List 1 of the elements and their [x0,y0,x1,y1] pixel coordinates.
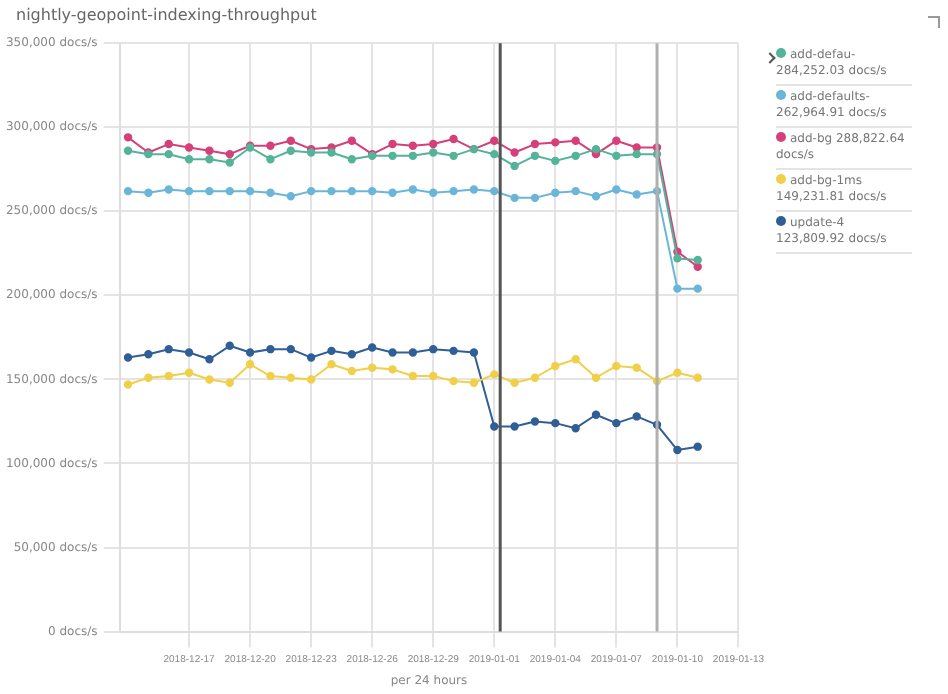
chart-title: nightly-geopoint-indexing-throughput [16,6,317,24]
